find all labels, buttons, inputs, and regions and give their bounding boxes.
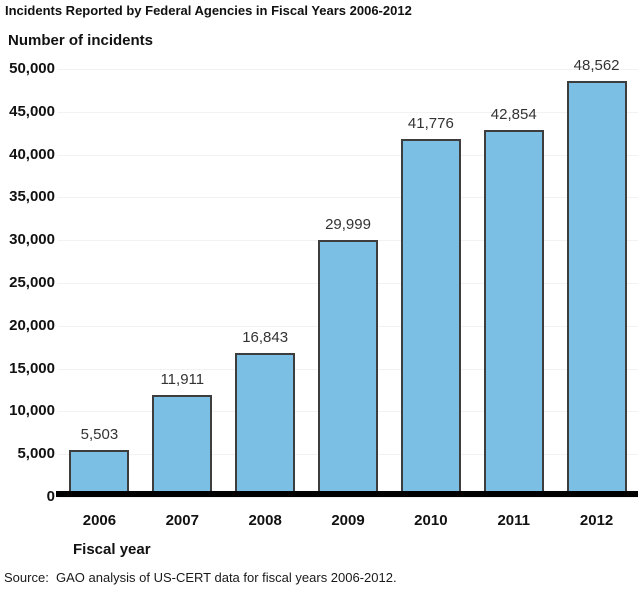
x-axis-baseline [56, 491, 638, 497]
source-note: Source: GAO analysis of US-CERT data for… [4, 570, 397, 585]
bar-2012 [566, 81, 627, 497]
bar-value-label: 29,999 [325, 216, 371, 233]
bar-column-2007: 11,911 [141, 69, 224, 497]
y-tick-label: 10,000 [9, 402, 55, 420]
y-tick-label: 40,000 [9, 145, 55, 163]
bar-column-2006: 5,503 [58, 69, 141, 497]
bar-column-2011: 42,854 [472, 69, 555, 497]
x-axis-title: Fiscal year [73, 541, 151, 558]
bar-2011 [483, 130, 544, 497]
bar-value-label: 11,911 [160, 371, 205, 388]
y-tick-label: 0 [46, 488, 55, 505]
x-tick-label: 2009 [331, 512, 365, 529]
bar-2007 [152, 395, 213, 497]
x-tick-label: 2007 [165, 512, 199, 529]
y-tick-label: 25,000 [9, 274, 55, 291]
bar-column-2012: 48,562 [555, 57, 638, 497]
x-tick-label: 2006 [82, 512, 117, 529]
bar-value-label: 48,562 [573, 57, 620, 74]
bar-column-2008: 16,843 [224, 69, 307, 497]
plot-area: 5,503 11,911 16,843 29,999 41,776 42,854… [58, 57, 638, 497]
y-tick-label: 20,000 [9, 316, 55, 334]
x-tick-label: 2008 [248, 512, 282, 529]
x-tick-label: 2012 [579, 512, 614, 529]
y-tick-label: 15,000 [9, 359, 55, 377]
x-axis-tick-labels: 2006 2007 2008 2009 2010 2011 2012 [58, 512, 638, 529]
x-tick-label: 2011 [497, 512, 530, 529]
y-axis-title: Number of incidents [8, 32, 154, 49]
y-tick-label: 30,000 [9, 231, 55, 249]
y-tick-label: 35,000 [9, 188, 55, 206]
bar-value-label: 16,843 [242, 329, 289, 346]
bar-2010 [400, 139, 461, 497]
bar-value-label: 42,854 [490, 106, 537, 123]
bar-2009 [318, 240, 378, 497]
chart-title: Incidents Reported by Federal Agencies i… [5, 3, 412, 18]
bar-2008 [235, 353, 296, 497]
y-tick-label: 50,000 [9, 60, 55, 77]
bar-2006 [69, 450, 130, 497]
y-tick-label: 5,000 [17, 445, 55, 463]
bar-value-label: 41,776 [407, 115, 454, 132]
bar-value-label: 5,503 [80, 426, 119, 443]
y-tick-label: 45,000 [9, 102, 55, 120]
bar-column-2010: 41,776 [389, 69, 472, 497]
x-tick-label: 2010 [414, 512, 448, 529]
bar-column-2009: 29,999 [307, 69, 390, 497]
